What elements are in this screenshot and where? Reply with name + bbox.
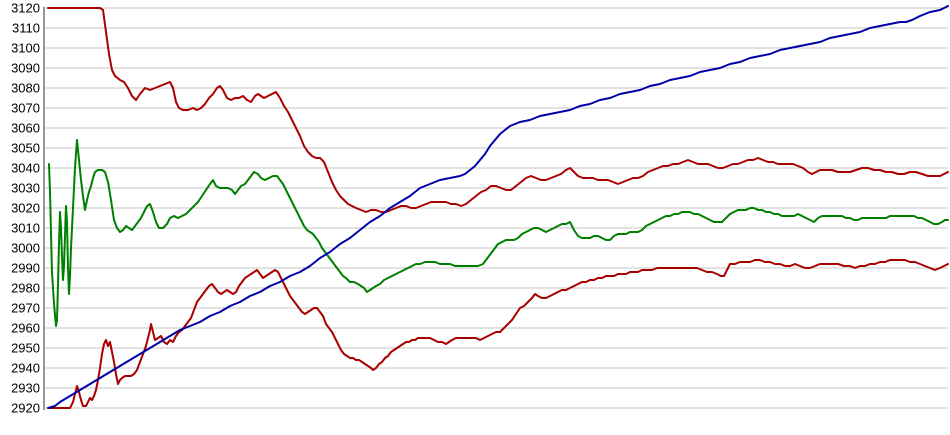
y-axis-label: 3060	[11, 121, 40, 136]
y-axis-label: 3020	[11, 201, 40, 216]
series-red-lower-band	[47, 259, 949, 409]
y-axis-label: 2930	[11, 381, 40, 396]
y-axis-label: 3030	[11, 181, 40, 196]
y-axis-label: 2990	[11, 261, 40, 276]
y-axis-label: 3050	[11, 141, 40, 156]
y-axis-label: 2980	[11, 281, 40, 296]
y-axis-label: 3040	[11, 161, 40, 176]
y-axis-label: 2960	[11, 321, 40, 336]
y-axis-label: 2940	[11, 361, 40, 376]
y-axis-label: 3000	[11, 241, 40, 256]
y-axis-label: 3090	[11, 61, 40, 76]
y-axis-label: 3110	[12, 21, 40, 36]
y-axis-label: 2970	[11, 301, 40, 316]
series-green-middle-band	[48, 139, 949, 327]
y-axis-label: 3070	[11, 101, 40, 116]
series-blue-trend-line	[47, 5, 949, 409]
y-axis-label: 3100	[11, 41, 40, 56]
y-axis-label: 3120	[11, 1, 40, 16]
y-axis-label: 3010	[11, 221, 40, 236]
y-axis-label: 2920	[11, 401, 40, 416]
series-red-upper-band	[47, 7, 949, 213]
y-axis-label: 2950	[11, 341, 40, 356]
y-axis-label: 3080	[11, 81, 40, 96]
